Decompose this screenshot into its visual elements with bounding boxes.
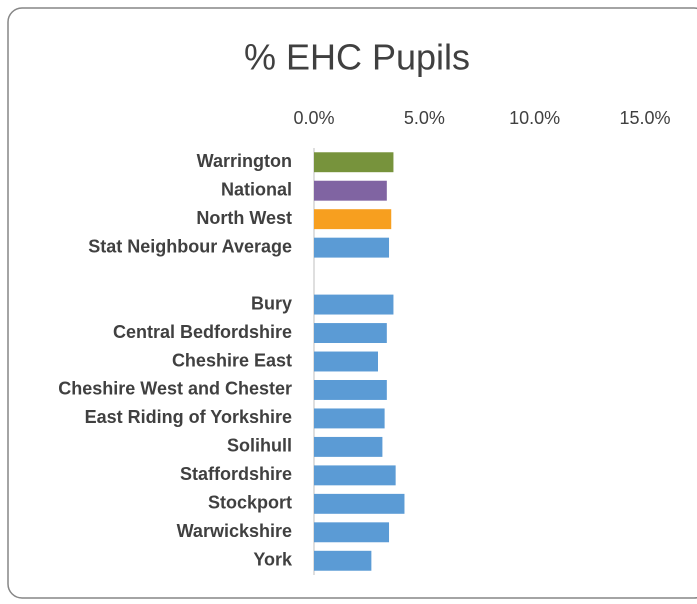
y-tick-label: Cheshire East xyxy=(172,350,292,370)
y-tick-label: National xyxy=(221,179,292,199)
bar xyxy=(314,380,387,400)
chart-title: % EHC Pupils xyxy=(244,37,470,78)
y-tick-label: Bury xyxy=(251,293,292,313)
bar xyxy=(314,408,385,429)
bar xyxy=(314,152,394,173)
y-tick-label: East Riding of Yorkshire xyxy=(85,407,292,427)
bar xyxy=(314,237,390,258)
bar xyxy=(314,294,394,315)
bar xyxy=(314,522,390,543)
y-tick-label: North West xyxy=(196,208,292,228)
x-tick-label: 0.0% xyxy=(293,108,334,128)
bar xyxy=(314,493,405,514)
y-tick-label: Staffordshire xyxy=(180,464,292,484)
x-tick-label: 15.0% xyxy=(619,108,670,128)
x-tick-label: 10.0% xyxy=(509,108,560,128)
bar xyxy=(314,550,372,571)
y-tick-label: Stat Neighbour Average xyxy=(88,236,292,256)
y-tick-label: Central Bedfordshire xyxy=(113,322,292,342)
y-tick-label: Warwickshire xyxy=(177,521,292,541)
y-tick-label: Cheshire West and Chester xyxy=(58,379,292,399)
bar xyxy=(314,436,383,457)
y-tick-label: Stockport xyxy=(208,493,292,513)
x-tick-label: 5.0% xyxy=(404,108,445,128)
bar xyxy=(314,323,387,343)
y-tick-label: Solihull xyxy=(227,436,292,456)
bar xyxy=(314,209,392,230)
y-tick-label: Warrington xyxy=(197,151,292,171)
y-tick-label: York xyxy=(253,550,293,570)
bar xyxy=(314,465,396,486)
bar xyxy=(314,351,378,372)
bar xyxy=(314,180,387,201)
